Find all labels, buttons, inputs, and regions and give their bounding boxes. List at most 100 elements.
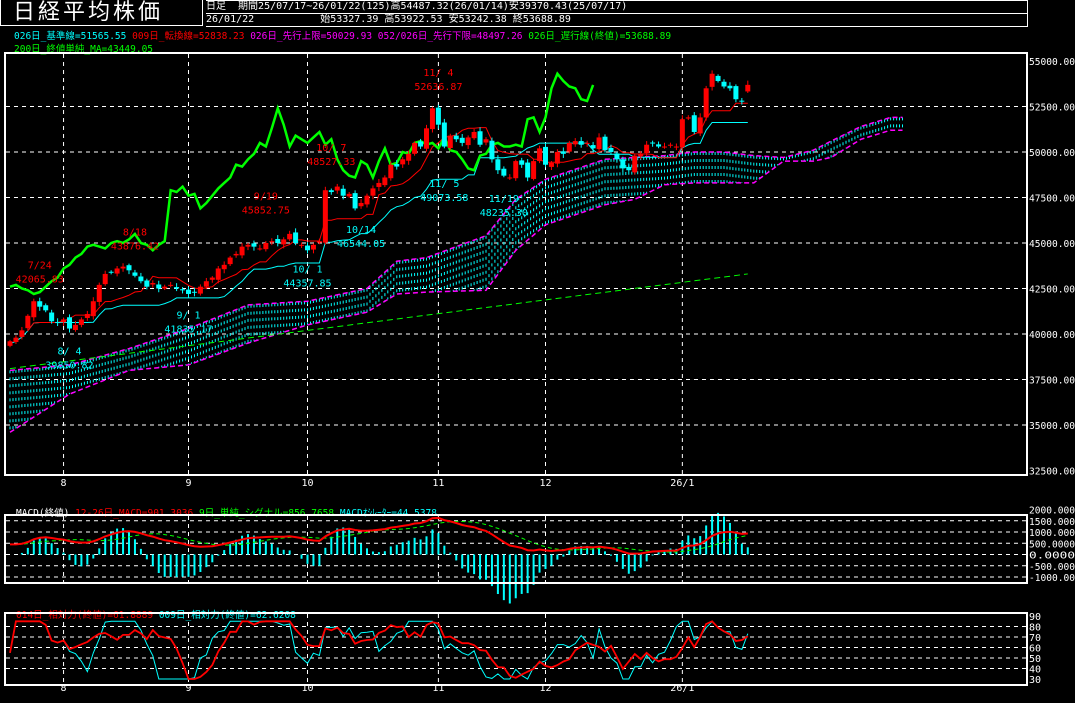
macd-panel-frame (4, 514, 1028, 584)
candle-body (620, 159, 626, 169)
candle-body (554, 152, 560, 164)
candle-body (215, 268, 221, 280)
candle-body (459, 137, 465, 143)
candle-body (662, 146, 667, 148)
candle-body (114, 268, 120, 274)
rsi14-line (9, 620, 749, 680)
candle-body (7, 341, 13, 346)
candlesticks (7, 70, 751, 348)
candle-body (108, 271, 114, 273)
annotation-value: 39850.82 (45, 361, 93, 372)
candle-body (477, 131, 483, 145)
price-axis-label: 42500.00 (1029, 285, 1075, 296)
grid-lines (6, 54, 1026, 684)
candle-body (739, 100, 745, 102)
legend-senkou-a[interactable]: 026日_先行上限=50029.93 (250, 31, 373, 42)
legend-tenkan[interactable]: 009日_転換線=52838.23 (132, 31, 245, 42)
kijun-line (9, 122, 748, 345)
legend-rsi14[interactable]: 014日_相対力(終値)=61.8889 (16, 610, 154, 621)
legend-macd-osc[interactable]: MACDｵｼﾚｰﾀｰ=44.5378 (339, 508, 437, 519)
legend-macd-signal[interactable]: 9日_単純_シグナル=856.7658 (198, 508, 335, 519)
candle-body (489, 140, 495, 160)
candle-body (370, 188, 376, 196)
annotation-date: 11/ 4 (423, 68, 453, 79)
time-axis-label: 10 (301, 683, 313, 694)
candle-body (37, 301, 43, 307)
candle-body (233, 253, 239, 256)
candle-body (67, 317, 72, 329)
rsi-axis-label: 60 (1029, 644, 1041, 655)
candle-body (727, 85, 733, 89)
current-date: 26/01/22 (206, 14, 255, 25)
legend-ma200[interactable]: 200日_終値単純_MA=43449.05 (14, 44, 154, 55)
macd-axis-label: 1000.000 (1029, 528, 1075, 539)
candle-body (316, 241, 322, 243)
time-axis-label: 8 (61, 478, 67, 489)
candle-body (281, 239, 287, 245)
legend-macd-title: MACD(終値) (16, 508, 70, 519)
legend-rsi-row: 014日_相対力(終値)=61.8889 009日_相対力(終値)=62.620… (16, 607, 296, 621)
legend-kijun[interactable]: 026日_基準線=51565.55 (14, 31, 127, 42)
time-axis-label: 8 (61, 683, 67, 694)
candle-body (197, 286, 203, 294)
candle-body (251, 243, 257, 247)
candle-body (102, 273, 108, 285)
rsi-axis-label: 80 (1029, 623, 1041, 634)
candle-body (328, 190, 334, 193)
legend-main-row1: 026日_基準線=51565.55 009日_転換線=52838.23 026日… (14, 28, 671, 42)
candle-body (275, 238, 281, 243)
candle-body (453, 135, 459, 140)
candle-body (245, 244, 251, 247)
legend-senkou-b[interactable]: 052/026日_先行下限=48497.26 (377, 31, 523, 42)
timeframe-label[interactable]: 日足 (206, 1, 226, 12)
candle-body (447, 135, 453, 148)
senkou-a-line (9, 116, 903, 372)
candle-body (412, 142, 418, 154)
candle-body (566, 142, 572, 152)
candle-body (507, 177, 513, 179)
candle-body (483, 139, 489, 143)
annotation-value: 48235.30 (480, 208, 528, 219)
annotation-date: 11/ 5 (429, 179, 459, 190)
candle-body (191, 291, 197, 293)
annotation-value: 45852.75 (242, 205, 290, 216)
candle-body (269, 241, 275, 243)
candle-body (209, 277, 215, 280)
candle-body (305, 245, 310, 251)
price-axis-label: 55000.00 (1029, 57, 1075, 68)
candle-body (168, 284, 174, 286)
candle-body (745, 84, 751, 92)
candle-body (352, 193, 358, 209)
candle-body (656, 144, 662, 147)
legend-macd-line[interactable]: 12-26日_MACD=901.3036 (75, 508, 194, 519)
candle-body (162, 286, 168, 289)
candle-body (638, 153, 644, 157)
candle-body (299, 244, 305, 246)
candle-body (138, 276, 144, 282)
rsi-panel (9, 620, 749, 680)
legend-chikou[interactable]: 026日_遅行線(終値)=53688.89 (528, 31, 672, 42)
legend-rsi9[interactable]: 009日_相対力(終値)=62.6208 (158, 610, 296, 621)
candle-body (156, 284, 162, 289)
candle-body (382, 177, 388, 186)
candle-body (596, 137, 602, 150)
candle-body (364, 195, 370, 205)
time-axis-label: 26/1 (670, 478, 694, 489)
instrument-title: 日経平均株価 (0, 0, 203, 26)
macd-panel (10, 512, 749, 604)
candle-body (13, 337, 19, 343)
time-axis-label: 11 (432, 683, 444, 694)
candle-body (180, 289, 186, 291)
candle-body (435, 107, 441, 125)
candle-body (72, 324, 78, 330)
macd-axis-label: 0.0000 (1029, 551, 1075, 562)
candle-body (126, 265, 132, 271)
window-edge (1075, 0, 1080, 703)
candle-body (691, 115, 697, 132)
price-axis-label: 35000.00 (1029, 421, 1075, 432)
candle-body (685, 117, 691, 119)
candle-body (221, 264, 227, 270)
candle-body (715, 75, 721, 82)
rsi-axis-label: 50 (1029, 654, 1041, 665)
